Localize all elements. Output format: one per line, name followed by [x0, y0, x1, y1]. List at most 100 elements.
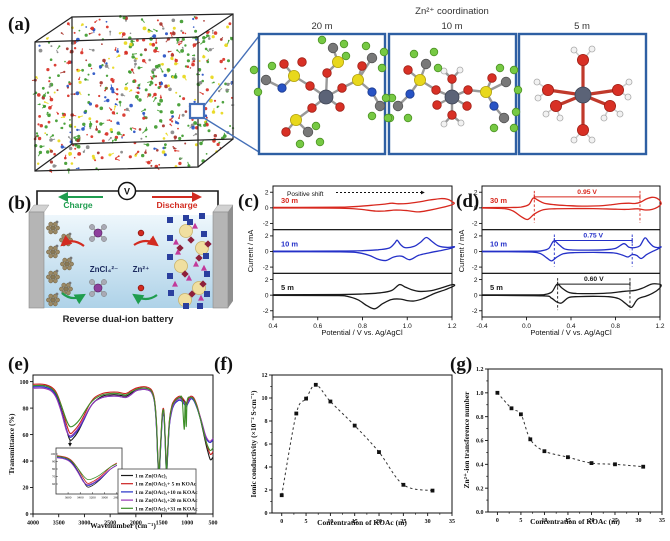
atom-dot: [171, 120, 174, 123]
atom-dot: [91, 154, 95, 158]
atom-dot: [138, 128, 142, 131]
data-point: [313, 382, 318, 387]
f-atom: [379, 47, 389, 57]
f-atom: [511, 107, 521, 117]
y-tick-label: 60: [23, 433, 29, 439]
organic-molecule: [52, 301, 58, 307]
zn-atom: [444, 89, 460, 105]
c-atom: [374, 100, 386, 112]
atom-dot: [148, 58, 151, 62]
cl-atom: [101, 291, 107, 297]
organic-molecule: [66, 265, 72, 271]
h-atom: [600, 114, 608, 122]
f-atom: [403, 113, 413, 123]
atom-dot: [195, 43, 197, 45]
f-atom: [249, 65, 259, 75]
atom-dot: [122, 16, 126, 20]
organic-molecule: [55, 220, 59, 224]
atom-dot: [176, 38, 180, 42]
f-atom: [495, 63, 505, 73]
atom-dot: [221, 100, 225, 104]
atom-dot: [151, 43, 156, 47]
atom-dot: [155, 41, 158, 44]
atom-dot: [164, 84, 169, 89]
atom-dot: [81, 23, 84, 26]
atom-dot: [191, 118, 194, 122]
atom-dot: [167, 50, 170, 53]
f-atom: [341, 51, 351, 61]
atom-dot: [194, 143, 198, 147]
atom-dot: [211, 35, 215, 39]
atom-dot: [171, 31, 176, 36]
atom-dot: [98, 33, 101, 36]
battery-caption: Reverse dual-ion battery: [63, 314, 175, 325]
cl-atom: [89, 291, 95, 297]
atom-dot: [109, 136, 112, 139]
atom-dot: [154, 97, 157, 100]
atom-dot: [114, 135, 119, 140]
atom-dot: [63, 115, 66, 118]
atom-dot: [44, 125, 48, 129]
coordination-title: Zn²⁺ coordination: [415, 6, 489, 17]
h-atom: [457, 119, 465, 127]
s-atom: [331, 56, 344, 69]
y-tick-label: 0: [265, 292, 269, 299]
atom-dot: [144, 151, 147, 154]
inset-x-tick-label: 3600: [65, 496, 72, 500]
atom-dot: [156, 149, 159, 152]
atom-dot: [208, 48, 212, 52]
right-electrode-side: [228, 205, 233, 308]
atom-dot: [116, 93, 119, 96]
atom-dot: [46, 37, 49, 40]
atom-dot: [159, 96, 162, 99]
x-tick-label: 0.0: [522, 323, 531, 330]
atom-dot: [120, 150, 123, 154]
x-tick-label: 25: [612, 518, 618, 524]
anion-label: ZnCl₄²⁻: [90, 265, 118, 274]
atom-dot: [108, 57, 110, 60]
atom-dot: [99, 85, 102, 87]
atom-dot: [89, 127, 92, 130]
atom-dot: [114, 103, 117, 106]
c-atom: [420, 58, 432, 70]
atom-dot: [205, 88, 209, 92]
x-tick-label: 0: [496, 518, 499, 524]
atom-dot: [142, 116, 146, 120]
atom-dot: [82, 122, 86, 127]
atom-dot: [151, 68, 155, 72]
atom-dot: [118, 100, 122, 104]
atom-dot: [94, 159, 97, 162]
h-atom: [440, 120, 448, 128]
organic-molecule: [62, 265, 68, 271]
f-atom: [317, 35, 327, 45]
charge-label: Charge: [63, 200, 93, 210]
atom-dot: [76, 144, 81, 149]
atom-dot: [135, 94, 139, 99]
y-tick-label: 80: [23, 406, 29, 412]
atom-dot: [74, 125, 77, 128]
atom-dot: [130, 39, 134, 43]
atom-dot: [116, 98, 119, 101]
atom-dot: [163, 73, 167, 78]
atom-dot: [57, 74, 60, 77]
atom-dot: [37, 136, 42, 141]
x-tick-label: 1.2: [447, 323, 456, 330]
atom-dot: [101, 43, 103, 45]
atom-dot: [105, 20, 108, 23]
coordination-label-20m: 20 m: [311, 21, 332, 32]
zn-atom: [318, 89, 334, 105]
atom-dot: [48, 85, 51, 88]
atom-dot: [76, 68, 79, 71]
y-tick-label: -2: [263, 308, 269, 315]
h-atom: [588, 136, 596, 144]
atom-dot: [171, 75, 175, 79]
atom-dot: [151, 77, 154, 80]
f-atom: [315, 137, 325, 147]
atom-dot: [68, 146, 73, 151]
atom-dot: [77, 134, 81, 138]
f-atom: [509, 123, 519, 133]
x-tick-label: 1.0: [403, 323, 412, 330]
atom-dot: [186, 53, 190, 56]
lattice-blue-square: [187, 219, 193, 225]
atom-dot: [104, 96, 107, 99]
